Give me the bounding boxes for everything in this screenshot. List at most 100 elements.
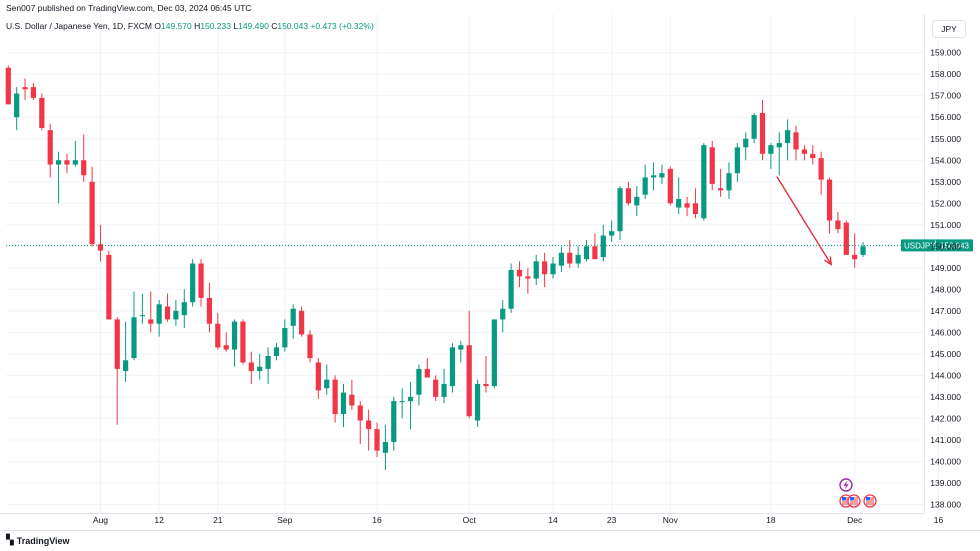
candle [240,319,246,365]
us-flag-event-icon[interactable] [847,494,861,508]
candle-body [22,87,28,90]
candle-body [860,246,866,255]
candle [583,239,590,262]
trend-arrow-line[interactable] [776,176,832,265]
candle [692,188,699,219]
candle-body [5,67,11,105]
currency-button[interactable]: JPY [932,20,966,38]
candle [843,220,849,255]
candle [407,381,414,430]
time-tick-label: 18 [766,515,776,525]
last-price-symbol: USDJPY [904,241,936,250]
candle-body [500,308,506,320]
candle-body [600,235,606,258]
time-tick-label: 16 [934,515,944,525]
us-flag-ring [863,494,877,508]
trend-arrow-head [824,256,833,266]
candle-body [273,347,280,356]
candle [718,168,724,197]
candle [315,358,321,400]
open-label: O [154,21,161,31]
candle [399,388,405,419]
last-price-tag: USDJPY 150.043 [901,239,973,252]
candle-body [692,203,699,215]
candle [617,186,623,240]
candle-body [72,160,78,165]
candle [366,409,372,451]
price-tick-label: 156.000 [930,112,961,122]
candle [768,143,774,169]
candle [701,143,707,221]
us-flag-event-icon[interactable] [863,494,877,508]
candle [852,233,858,268]
price-tick-label: 153.000 [930,177,961,187]
candle [726,162,732,199]
candle-body [357,405,363,421]
candle [542,252,548,288]
candle [89,166,95,247]
candle [123,321,129,382]
candle-body [718,188,724,191]
candle-body [231,321,238,350]
candle-body [558,252,564,266]
candle-body [139,315,145,317]
axis-border [0,14,980,531]
tradingview-logo[interactable]: ▚ TradingView [6,535,70,546]
price-tick-label: 148.000 [930,284,961,294]
candle-body [550,263,556,275]
candle [114,317,120,425]
candle [382,424,388,470]
candle-body [835,220,841,230]
candle [22,78,28,101]
grid [6,14,939,513]
price-tick-label: 159.000 [930,48,961,58]
candle [667,166,673,206]
price-tick-label: 146.000 [930,327,961,337]
candle-body [324,379,330,389]
candle-body [340,392,347,415]
candle [818,151,824,195]
lightning-event-icon[interactable] [839,478,853,492]
candle-body [123,360,129,372]
candle-body [307,334,313,359]
candle [64,153,70,174]
candle-body [433,379,439,397]
candle [592,233,598,260]
candle-body [483,383,489,387]
candle-body [449,347,456,387]
us-flag-canton [866,497,870,501]
candle [324,364,330,395]
candle [290,304,296,339]
candle [525,267,531,294]
candle-body [525,276,531,279]
candle [72,140,78,167]
candle-body [701,145,707,219]
candle [282,319,288,352]
candle-body [407,396,414,402]
candle-body [81,160,87,176]
candle [433,375,439,402]
candle [97,224,104,262]
candle [416,364,422,406]
candle [835,211,841,234]
candle-body [215,323,221,348]
candle-body [198,263,204,298]
candle [374,422,380,458]
candle [676,177,682,215]
candle-body [650,175,657,178]
candle [173,300,179,326]
candle [139,293,145,324]
high-label: H [194,21,201,31]
low-value: 149.490 [238,21,269,31]
candle-body [642,177,648,195]
candle-body [793,132,799,150]
candle-body [181,302,187,316]
time-tick-label: 16 [372,515,382,525]
candle [483,355,489,393]
time-tick-label: Sep [277,515,292,525]
candle [785,119,791,161]
candle-body [491,319,497,387]
candle-body [30,87,37,98]
candle-body [726,173,732,191]
